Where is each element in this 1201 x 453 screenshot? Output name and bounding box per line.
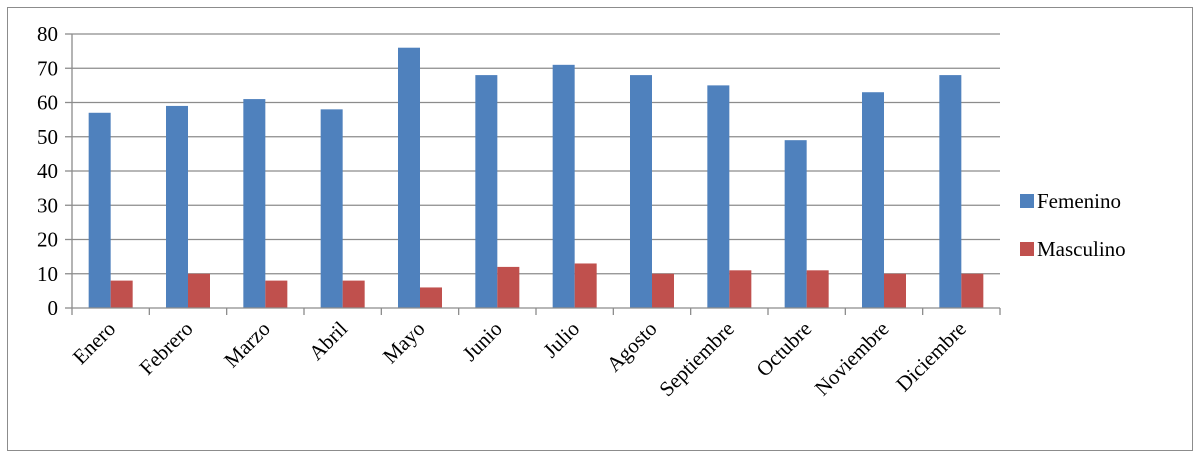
bar-masculino-agosto <box>652 273 674 308</box>
bar-masculino-marzo <box>265 280 288 308</box>
x-tick-label: Julio <box>538 317 584 363</box>
bar-masculino-octubre <box>806 270 829 308</box>
bar-masculino-noviembre <box>884 273 906 308</box>
y-tick-label: 20 <box>37 228 58 252</box>
x-tick-label: Abril <box>304 316 352 364</box>
bar-femenino-junio <box>475 75 498 308</box>
y-tick-label: 70 <box>37 56 58 80</box>
bars <box>88 47 984 309</box>
y-tick-label: 80 <box>37 22 58 46</box>
x-tick-label: Marzo <box>219 317 275 373</box>
bar-masculino-diciembre <box>961 273 984 308</box>
bar-masculino-septiembre <box>729 270 752 308</box>
bar-masculino-julio <box>574 263 597 308</box>
bar-masculino-junio <box>497 266 520 308</box>
x-tick-label: Noviembre <box>810 317 894 401</box>
x-tick-label: Mayo <box>378 317 430 369</box>
bar-masculino-enero <box>110 280 133 308</box>
bar-femenino-agosto <box>630 75 652 308</box>
bar-femenino-enero <box>88 112 111 309</box>
bar-femenino-diciembre <box>939 75 962 308</box>
chart-frame <box>7 7 1193 451</box>
bar-femenino-julio <box>552 64 575 308</box>
bar-femenino-noviembre <box>862 92 884 308</box>
bar-femenino-marzo <box>243 99 266 308</box>
legend-label-femenino: Femenino <box>1037 189 1121 213</box>
bar-masculino-abril <box>342 280 365 308</box>
bar-femenino-septiembre <box>707 85 730 308</box>
y-tick-label: 0 <box>48 296 59 320</box>
x-tick-label: Octubre <box>751 317 816 382</box>
bar-femenino-octubre <box>784 140 807 308</box>
gridlines <box>72 33 1000 275</box>
x-tick-label: Diciembre <box>891 317 971 397</box>
y-tick-label: 30 <box>37 193 58 217</box>
legend-swatch-femenino <box>1020 194 1034 208</box>
x-tick-label: Junio <box>458 317 507 366</box>
x-tick-label: Enero <box>68 317 120 369</box>
bar-femenino-mayo <box>398 47 420 308</box>
bar-masculino-mayo <box>420 287 442 308</box>
x-tick-labels: Enero Febrero Marzo Abril Mayo Junio Julio Agos… <box>68 316 971 401</box>
y-tick-label: 50 <box>37 125 58 149</box>
y-tick-label: 10 <box>37 262 58 286</box>
x-tick-label: Agosto <box>602 317 662 377</box>
axes <box>65 33 1001 315</box>
bar-femenino-febrero <box>166 105 188 308</box>
bar-femenino-abril <box>320 109 343 308</box>
x-tick-label: Septiembre <box>654 317 739 402</box>
legend-swatch-masculino <box>1020 242 1034 256</box>
y-tick-labels: 0 10 20 30 40 50 60 70 80 <box>37 22 58 320</box>
legend: Femenino Masculino <box>1020 189 1126 261</box>
bar-masculino-febrero <box>188 273 210 308</box>
legend-label-masculino: Masculino <box>1037 237 1126 261</box>
y-tick-label: 40 <box>37 159 58 183</box>
x-tick-label: Febrero <box>134 317 197 380</box>
y-tick-label: 60 <box>37 91 58 115</box>
